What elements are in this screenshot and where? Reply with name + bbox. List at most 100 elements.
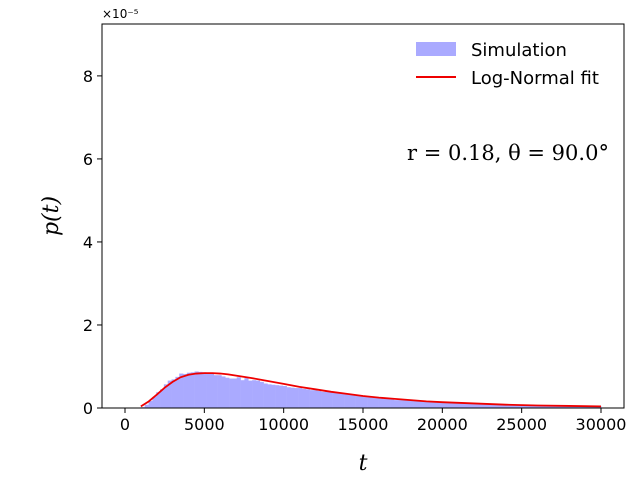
histogram-bar <box>497 404 502 408</box>
histogram-bar <box>148 400 153 408</box>
legend-label-fit: Log-Normal fit <box>471 68 599 89</box>
histogram-bar <box>570 405 575 408</box>
histogram-bar <box>401 400 406 408</box>
histogram-bar <box>443 402 448 408</box>
fit-curve-line <box>140 372 602 408</box>
histogram-bar <box>501 404 506 408</box>
histogram-bar <box>255 380 261 408</box>
x-axis-ticks: 0 5000 10000 15000 20000 25000 30000 <box>120 408 627 434</box>
histogram-bar <box>593 406 598 408</box>
histogram-bar <box>221 376 226 408</box>
histogram-bar <box>163 384 169 408</box>
histogram-bar <box>206 373 211 408</box>
histogram-bar <box>278 385 284 408</box>
histogram-bar <box>416 401 422 408</box>
x-tick-label: 25000 <box>496 415 547 434</box>
y-tick-label: 6 <box>83 150 93 169</box>
histogram-bar <box>424 401 429 408</box>
histogram-bar <box>324 391 330 408</box>
legend: Simulation Log-Normal fit <box>416 40 599 89</box>
x-tick-label: 10000 <box>258 415 309 434</box>
histogram-bar <box>493 404 498 408</box>
legend-swatch-simulation <box>416 42 456 56</box>
histogram-bar <box>186 372 192 408</box>
histogram-bar <box>397 400 402 408</box>
histogram-bar <box>225 377 230 408</box>
histogram-bar <box>290 387 295 408</box>
histogram-bar <box>551 405 556 408</box>
histogram-bar <box>209 373 215 408</box>
histogram-bar <box>447 402 452 408</box>
histogram-bar <box>370 397 376 408</box>
histogram-bar <box>574 405 579 408</box>
histogram-bar <box>344 393 349 408</box>
histogram-bar <box>347 394 353 408</box>
histogram-bar <box>267 384 272 408</box>
histogram-bar <box>355 395 360 408</box>
histogram-bar <box>252 380 257 408</box>
histogram-bar <box>305 389 310 408</box>
histogram-bar <box>194 371 199 408</box>
histogram-bar <box>420 401 425 408</box>
x-axis-label: t <box>359 451 368 476</box>
histogram-bar <box>524 404 529 408</box>
histogram-bar <box>144 404 149 408</box>
histogram-bar <box>363 396 368 408</box>
y-tick-label: 8 <box>83 67 93 86</box>
histogram-bar <box>167 380 172 408</box>
histogram-bar <box>340 393 345 408</box>
histogram-bar <box>313 390 318 408</box>
histogram-bar <box>229 378 234 408</box>
histogram-bar <box>466 403 471 408</box>
y-axis-ticks: 0 2 4 6 8 <box>83 67 102 418</box>
histogram-bar <box>236 377 241 408</box>
histogram-bar <box>171 379 176 408</box>
histogram-bar <box>543 405 548 408</box>
histogram-bar <box>463 403 468 408</box>
histogram-bars <box>140 371 602 408</box>
histogram-bar <box>413 400 418 408</box>
histogram-bar <box>351 395 356 408</box>
y-tick-label: 0 <box>83 399 93 418</box>
histogram-bar <box>263 383 268 408</box>
x-tick-label: 30000 <box>576 415 627 434</box>
y-tick-label: 2 <box>83 316 93 335</box>
histogram-bar <box>409 400 414 408</box>
histogram-bar <box>393 400 399 408</box>
histogram-bar <box>298 388 303 408</box>
x-tick-label: 20000 <box>417 415 468 434</box>
histogram-bar <box>294 388 299 408</box>
histogram-bar <box>478 403 483 408</box>
histogram-bar <box>232 378 238 408</box>
x-tick-label: 0 <box>120 415 130 434</box>
histogram-bar <box>317 390 322 408</box>
histogram-bar <box>156 392 161 408</box>
histogram-bar <box>202 372 207 408</box>
histogram-bar <box>336 393 341 408</box>
histogram-bar <box>386 398 391 408</box>
histogram-bar <box>535 405 540 408</box>
histogram-bar <box>374 398 379 408</box>
histogram-bar <box>539 405 544 408</box>
histogram-bar <box>470 403 475 408</box>
histogram-bar <box>566 405 571 408</box>
histogram-bar <box>532 405 537 408</box>
histogram-bar <box>382 398 387 408</box>
legend-label-simulation: Simulation <box>471 40 567 61</box>
y-axis-label: p(t) <box>39 196 64 236</box>
histogram-bar <box>152 396 157 408</box>
histogram-bar <box>367 397 372 408</box>
histogram-bar <box>282 385 287 408</box>
histogram-bar <box>160 389 165 408</box>
histogram-bar <box>432 402 437 408</box>
histogram-bar <box>455 403 460 408</box>
histogram-bar <box>175 376 180 408</box>
y-offset-label: ×10⁻⁵ <box>102 7 139 21</box>
histogram-bar <box>301 388 307 408</box>
histogram-bar <box>451 403 456 408</box>
histogram-bar <box>509 404 514 408</box>
histogram-bar <box>516 405 521 408</box>
histogram-bar <box>436 401 441 408</box>
histogram-bar <box>555 405 560 408</box>
histogram-bar <box>378 397 383 408</box>
